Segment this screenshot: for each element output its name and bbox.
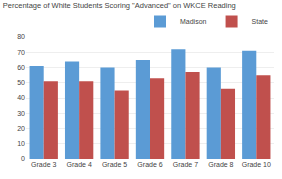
svg-text:0: 0	[21, 155, 25, 162]
svg-text:50: 50	[17, 79, 25, 86]
svg-text:10: 10	[17, 140, 25, 147]
svg-text:Grade 3: Grade 3	[31, 161, 56, 168]
svg-text:Grade 5: Grade 5	[102, 161, 127, 168]
svg-text:Grade 7: Grade 7	[173, 161, 198, 168]
svg-text:Madison: Madison	[180, 18, 207, 25]
svg-text:70: 70	[17, 49, 25, 56]
svg-text:State: State	[252, 18, 268, 25]
svg-text:Grade 8: Grade 8	[208, 161, 233, 168]
svg-text:60: 60	[17, 64, 25, 71]
svg-text:30: 30	[17, 110, 25, 117]
svg-text:80: 80	[17, 33, 25, 40]
svg-text:40: 40	[17, 94, 25, 101]
svg-text:Percentage of White Students S: Percentage of White Students Scoring "Ad…	[3, 1, 236, 10]
svg-text:20: 20	[17, 125, 25, 132]
svg-text:Grade 6: Grade 6	[137, 161, 162, 168]
svg-text:Grade 10: Grade 10	[242, 161, 271, 168]
svg-text:Grade 4: Grade 4	[66, 161, 91, 168]
